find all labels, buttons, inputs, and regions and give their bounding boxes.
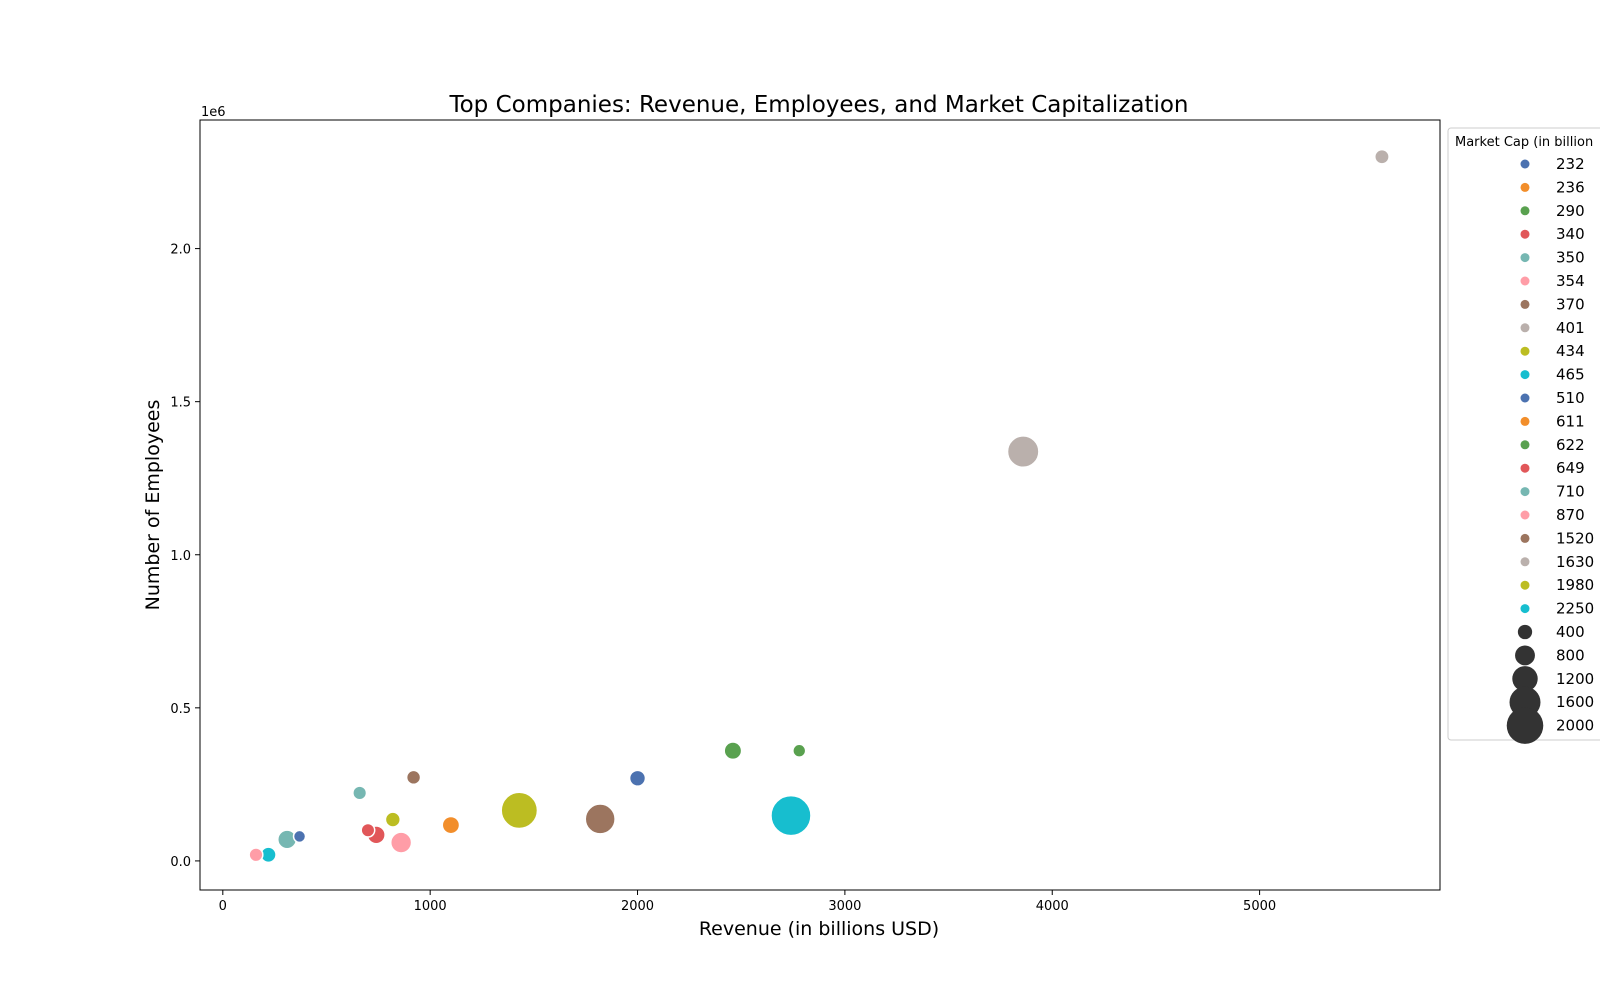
legend-marker [1520, 416, 1530, 426]
legend-label: 340 [1556, 225, 1585, 243]
data-point [389, 831, 413, 854]
plot-frame [199, 119, 1441, 891]
legend-marker [1520, 604, 1530, 614]
x-tick-label: 3000 [828, 899, 861, 914]
legend-label: 870 [1556, 506, 1585, 524]
data-point [792, 743, 807, 758]
legend-label: 1980 [1556, 576, 1594, 594]
legend-marker [1520, 557, 1530, 567]
legend-marker [1520, 276, 1530, 286]
legend-size-marker [1515, 645, 1535, 666]
legend-marker [1520, 510, 1530, 520]
legend-marker [1520, 440, 1530, 450]
legend-label: 1520 [1556, 529, 1594, 547]
y-axis: 0.0 0.5 1.0 1.5 2.0 [170, 243, 200, 870]
legend-size-label: 2000 [1556, 717, 1594, 735]
legend-marker [1520, 253, 1530, 263]
legend-marker [1520, 487, 1530, 497]
legend-label: 465 [1556, 366, 1585, 384]
data-point [441, 815, 461, 835]
data-point [405, 769, 422, 786]
legend-size-label: 1600 [1556, 693, 1594, 711]
legend-marker [1520, 182, 1530, 192]
legend-size-label: 400 [1556, 623, 1585, 641]
data-point [1374, 148, 1390, 165]
legend-marker [1520, 159, 1530, 169]
legend-label: 649 [1556, 459, 1585, 477]
y-offset-label: 1e6 [201, 105, 226, 120]
data-point [628, 769, 647, 787]
legend-label: 710 [1556, 483, 1585, 501]
y-tick-label: 1.0 [170, 549, 191, 564]
legend-size-marker [1506, 707, 1544, 744]
legend-marker [1520, 533, 1530, 543]
legend: Market Cap (in billion 232 236 290 340 350 35… [1447, 127, 1600, 744]
data-point [500, 791, 539, 830]
data-point [248, 847, 264, 863]
legend-label: 290 [1556, 202, 1585, 220]
legend-marker [1520, 206, 1530, 216]
x-tick-label: 1000 [414, 899, 447, 914]
y-tick-label: 1.5 [170, 396, 191, 411]
data-point [1006, 435, 1040, 469]
data-point [770, 794, 812, 837]
legend-label: 1630 [1556, 553, 1594, 571]
legend-size-marker [1517, 624, 1533, 640]
legend-marker [1520, 346, 1530, 356]
legend-marker [1520, 393, 1530, 403]
data-point [384, 811, 401, 828]
y-axis-label: Number of Employees [142, 400, 164, 611]
x-tick-label: 4000 [1036, 899, 1069, 914]
y-tick-label: 0.5 [170, 702, 191, 717]
x-axis-label: Revenue (in billions USD) [699, 918, 939, 940]
legend-label: 401 [1556, 319, 1585, 337]
legend-marker [1520, 299, 1530, 309]
legend-size-label: 800 [1556, 646, 1585, 664]
y-tick-label: 0.0 [170, 855, 191, 870]
legend-label: 350 [1556, 249, 1585, 267]
legend-size-marker [1512, 666, 1538, 692]
chart-title: Top Companies: Revenue, Employees, and M… [448, 92, 1188, 118]
x-tick-label: 0 [219, 899, 227, 914]
legend-title: Market Cap (in billion [1455, 135, 1593, 150]
legend-marker [1520, 463, 1530, 473]
plot-area [248, 148, 1390, 864]
legend-label: 354 [1556, 272, 1585, 290]
legend-label: 611 [1556, 412, 1585, 430]
legend-marker [1520, 580, 1530, 590]
legend-label: 236 [1556, 178, 1585, 196]
data-point [723, 741, 743, 761]
legend-label: 622 [1556, 436, 1585, 454]
legend-label: 370 [1556, 295, 1585, 313]
x-axis: 0 1000 2000 3000 4000 5000 [219, 890, 1276, 914]
legend-label: 232 [1556, 155, 1585, 173]
legend-marker [1520, 229, 1530, 239]
legend-marker [1520, 370, 1530, 380]
legend-label: 510 [1556, 389, 1585, 407]
data-point [292, 829, 307, 844]
legend-label: 2250 [1556, 600, 1594, 618]
x-tick-label: 5000 [1243, 899, 1276, 914]
data-point [360, 822, 376, 838]
data-point [352, 785, 368, 801]
data-point [584, 803, 616, 835]
y-tick-label: 2.0 [170, 243, 191, 258]
legend-size-label: 1200 [1556, 670, 1594, 688]
x-tick-label: 2000 [621, 899, 654, 914]
legend-label: 434 [1556, 342, 1585, 360]
legend-marker [1520, 323, 1530, 333]
